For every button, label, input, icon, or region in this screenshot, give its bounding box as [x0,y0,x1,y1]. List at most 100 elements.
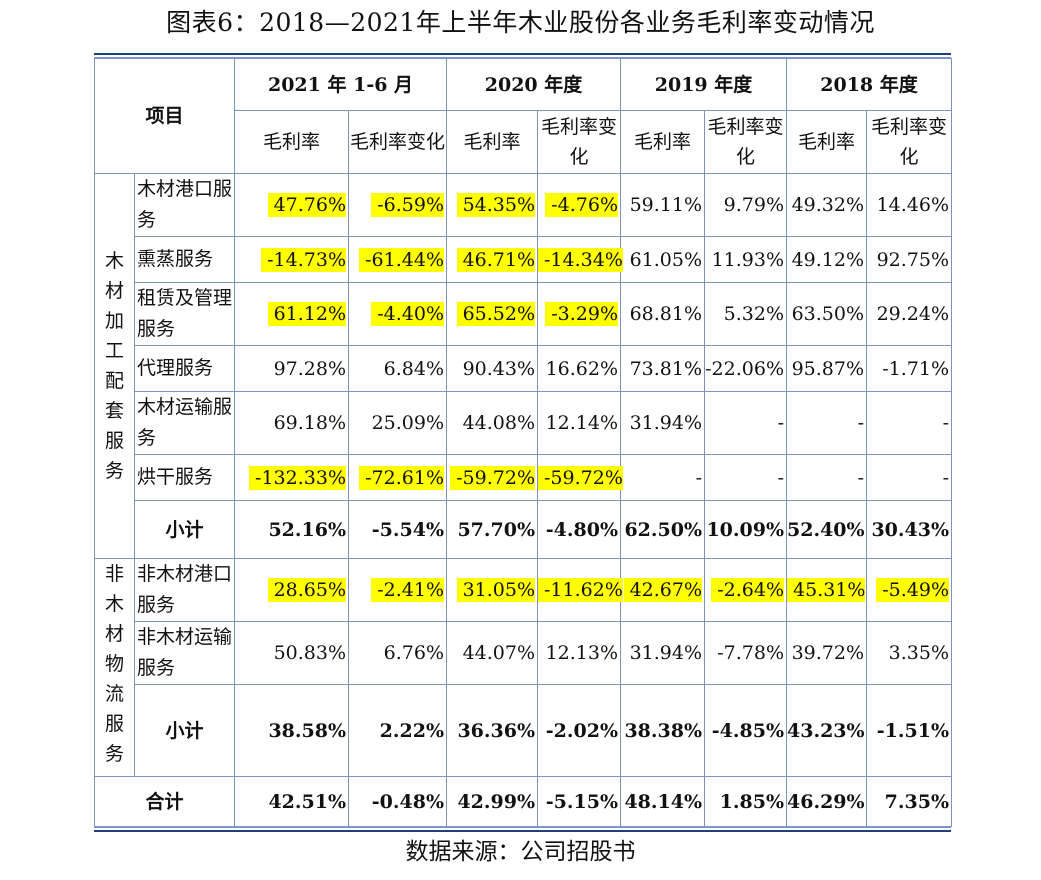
value: -1.71% [882,357,950,380]
row-name: 非木材运输服务 [133,621,236,685]
group-label-char: 服 [104,430,124,452]
value: 90.43% [462,357,536,380]
value-cell: 28.65% [234,558,350,622]
period-header: 2018 年度 [786,58,953,111]
value-cell: 49.12% [786,236,868,283]
value: 52.40% [787,518,865,541]
value: 95.87% [791,357,865,380]
value: 69.18% [273,412,347,434]
highlighted-value: -4.76% [545,193,619,217]
value: -4.80% [545,518,619,541]
value-cell: 1.85% [704,776,788,827]
value-cell: -2.02% [537,684,622,777]
value-cell: 63.50% [786,282,868,346]
value-cell: 38.58% [234,684,350,777]
value-cell: 59.11% [620,173,706,237]
value-cell: -4.80% [537,500,622,559]
table-row: 代理服务 97.28% 6.84% 90.43% 16.62% 73.81% -22.06%… [95,345,953,392]
value-cell: 5.32% [704,282,788,346]
value-cell: -72.61% [348,454,448,501]
header-row-periods: 项目 2021 年 1-6 月 2020 年度 2019 年度 2018 年度 [93,58,953,174]
highlighted-value: -2.41% [371,578,445,602]
group-label-char: 服 [104,713,124,735]
highlighted-value: 45.31% [787,578,866,602]
value: 61.05% [629,248,703,271]
highlighted-value: 61.12% [267,302,347,326]
value-cell: - [866,391,953,455]
value-cell: 62.50% [620,500,706,559]
value-cell: 90.43% [446,345,539,392]
value-cell: 61.12% [234,282,350,346]
total-label: 合计 [93,776,236,827]
value: 9.79% [723,194,785,216]
value: 68.81% [629,303,703,325]
value-cell: -2.41% [348,558,448,622]
table-row: 熏蒸服务 -14.73% -61.44% 46.71% -14.34% 61.05% 11.… [95,236,953,283]
group-label-char: 流 [104,683,124,705]
value-cell: -1.51% [866,684,953,777]
value: 2.22% [379,719,445,742]
subtotal-row: 小计 52.16% -5.54% 57.70% -4.80% 62.50% 10.09% 52… [95,500,953,559]
highlighted-value: 54.35% [456,193,536,217]
highlighted-value: -3.29% [545,302,619,326]
value-cell: - [704,454,788,501]
metric-header-change: 毛利率变化 [537,110,622,174]
value-cell: 45.31% [786,558,868,622]
value: 31.94% [629,412,703,434]
value-cell: 92.75% [866,236,953,283]
value-cell: 25.09% [348,391,448,455]
table-row: 非木材物流服务非木材港口服务 28.65% -2.41% 31.05% -11.62% 4… [94,558,953,777]
group-label-char: 工 [104,340,124,362]
value-cell: - [786,391,868,455]
value-cell: 57.70% [446,500,539,559]
value: 1.85% [719,790,785,813]
bottom-rule-thin [94,827,951,828]
value: 63.50% [791,303,865,325]
bottom-rule [94,830,951,832]
value: 25.09% [371,412,445,434]
value: -5.15% [545,790,619,813]
table-row: 租赁及管理服务 61.12% -4.40% 65.52% -3.29% 68.81% 5.3… [95,282,953,346]
table-row: 木材加工配套服务木材港口服务 47.76% -6.59% 54.35% -4.76% 59… [94,173,953,559]
value: 39.72% [791,642,865,664]
value-cell: -14.34% [537,236,623,283]
value-cell: 46.29% [786,776,868,827]
value-cell: 11.93% [704,236,788,283]
value: 31.94% [629,642,703,664]
subtotal-label: 小计 [133,684,236,777]
value-cell: - [866,454,953,501]
value: -4.85% [711,719,785,742]
value: 49.12% [791,248,865,271]
header-row-metrics: 毛利率 毛利率变化 毛利率 毛利率变化 毛利率 毛利率变化 毛利率 毛利率变化 [95,110,953,174]
highlighted-value: -59.72% [538,465,623,490]
value: 50.83% [273,642,347,664]
row-name: 烘干服务 [133,454,236,501]
metric-header-rate: 毛利率 [446,110,539,174]
value-cell: -5.54% [348,500,448,559]
value: 57.70% [457,518,536,541]
value-cell: 95.87% [786,345,868,392]
value-cell: 42.67% [620,558,706,622]
value-cell: -59.72% [446,454,539,501]
value: - [942,412,950,434]
value: - [857,466,865,489]
value-cell: 50.83% [234,621,350,685]
value: -7.78% [717,642,785,664]
group-label-char: 配 [104,370,124,392]
metric-header-rate: 毛利率 [786,110,868,174]
highlighted-value: -2.64% [711,578,785,602]
value-cell: -3.29% [537,282,622,346]
value-cell: 29.24% [866,282,953,346]
period-header: 2019 年度 [620,58,788,111]
value: 46.29% [787,790,865,813]
value-cell: -7.78% [704,621,788,685]
value: 7.35% [884,790,950,813]
value-cell: -6.59% [348,173,448,237]
highlighted-value: -4.40% [371,302,445,326]
value: 36.36% [457,719,536,742]
value-cell: -5.15% [537,776,622,827]
value-cell: -4.85% [704,684,788,777]
value-cell: 49.32% [786,173,868,237]
group-label-char: 务 [104,460,124,482]
top-rule [94,53,951,55]
